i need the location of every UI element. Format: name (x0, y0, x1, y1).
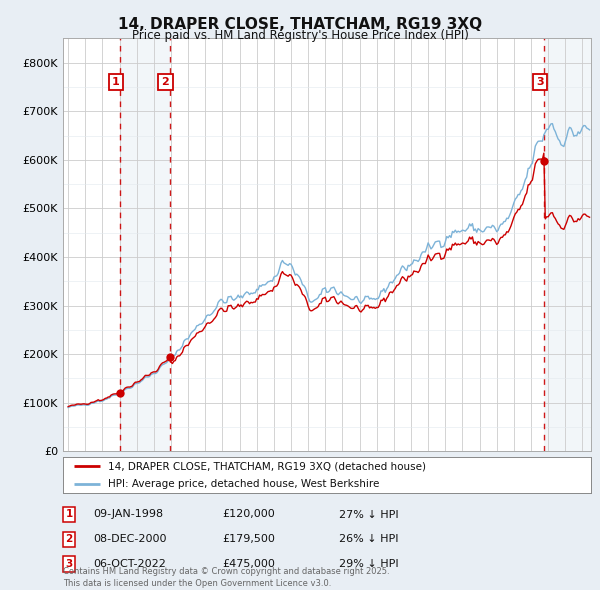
Text: 1: 1 (65, 510, 73, 519)
Text: £475,000: £475,000 (222, 559, 275, 569)
Text: 2: 2 (65, 535, 73, 544)
Text: HPI: Average price, detached house, West Berkshire: HPI: Average price, detached house, West… (108, 479, 379, 489)
Text: Contains HM Land Registry data © Crown copyright and database right 2025.
This d: Contains HM Land Registry data © Crown c… (63, 567, 389, 588)
Text: 3: 3 (65, 559, 73, 569)
Text: 26% ↓ HPI: 26% ↓ HPI (339, 535, 398, 544)
Text: 29% ↓ HPI: 29% ↓ HPI (339, 559, 398, 569)
Text: 27% ↓ HPI: 27% ↓ HPI (339, 510, 398, 519)
Bar (544, 38, 591, 451)
Text: £120,000: £120,000 (222, 510, 275, 519)
Text: 09-JAN-1998: 09-JAN-1998 (93, 510, 163, 519)
Text: Price paid vs. HM Land Registry's House Price Index (HPI): Price paid vs. HM Land Registry's House … (131, 29, 469, 42)
Text: 14, DRAPER CLOSE, THATCHAM, RG19 3XQ (detached house): 14, DRAPER CLOSE, THATCHAM, RG19 3XQ (de… (108, 461, 426, 471)
Text: 1: 1 (112, 77, 119, 87)
Text: 14, DRAPER CLOSE, THATCHAM, RG19 3XQ: 14, DRAPER CLOSE, THATCHAM, RG19 3XQ (118, 17, 482, 31)
Text: 3: 3 (536, 77, 544, 87)
Text: 08-DEC-2000: 08-DEC-2000 (93, 535, 167, 544)
Text: £179,500: £179,500 (222, 535, 275, 544)
Text: 06-OCT-2022: 06-OCT-2022 (93, 559, 166, 569)
Text: 2: 2 (161, 77, 169, 87)
Bar (120, 38, 170, 451)
